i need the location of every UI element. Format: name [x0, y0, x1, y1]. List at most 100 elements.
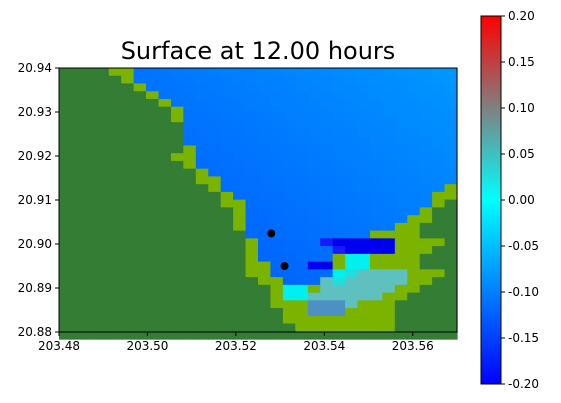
heatmap-cell	[332, 222, 346, 232]
heatmap-cell	[258, 191, 272, 201]
heatmap-cell	[419, 145, 433, 154]
heatmap-cell	[245, 153, 259, 162]
heatmap-cell	[133, 207, 147, 216]
heatmap-cell	[146, 207, 160, 216]
heatmap-cell	[258, 176, 272, 185]
heatmap-cell	[108, 269, 122, 278]
x-tick-label: 203.52	[215, 339, 257, 353]
heatmap-cell	[170, 292, 184, 301]
heatmap-cell	[59, 308, 73, 317]
heatmap-cell	[295, 98, 309, 108]
heatmap-cell	[195, 191, 209, 201]
heatmap-cell	[307, 207, 321, 216]
heatmap-cell	[108, 145, 122, 154]
heatmap-cell	[407, 83, 421, 92]
heatmap-cell	[183, 98, 197, 108]
heatmap-cell	[270, 122, 284, 131]
heatmap-cell	[345, 191, 359, 201]
heatmap-cell	[146, 68, 160, 77]
heatmap-cell	[133, 98, 147, 108]
heatmap-cell	[295, 331, 309, 340]
heatmap-cell	[432, 269, 446, 278]
heatmap-cell	[233, 292, 247, 301]
heatmap-cell	[407, 222, 421, 232]
heatmap-cell	[146, 300, 160, 309]
heatmap-cell	[121, 323, 135, 332]
heatmap-cell	[419, 284, 433, 294]
heatmap-cell	[83, 292, 97, 301]
heatmap-cell	[183, 323, 197, 332]
heatmap-cell	[295, 176, 309, 185]
heatmap-cell	[382, 129, 396, 139]
heatmap-cell	[146, 122, 160, 131]
heatmap-cell	[307, 222, 321, 232]
heatmap-cell	[71, 122, 85, 131]
heatmap-cell	[183, 207, 197, 216]
heatmap-cell	[320, 269, 334, 278]
heatmap-cell	[83, 168, 97, 178]
heatmap-cell	[158, 284, 172, 294]
heatmap-cell	[59, 269, 73, 278]
heatmap-cell	[419, 129, 433, 139]
heatmap-cell	[295, 91, 309, 100]
heatmap-cell	[345, 207, 359, 216]
heatmap-cell	[183, 153, 197, 162]
heatmap-cell	[307, 191, 321, 201]
heatmap-cell	[233, 106, 247, 116]
heatmap-cell	[320, 191, 334, 201]
heatmap-cell	[444, 284, 458, 294]
heatmap-cell	[220, 238, 234, 247]
heatmap-cell	[233, 331, 247, 340]
heatmap-cell	[183, 106, 197, 116]
heatmap-cell	[133, 122, 147, 131]
heatmap-cell	[407, 191, 421, 201]
x-tick-label: 203.54	[303, 339, 345, 353]
heatmap-cell	[146, 331, 160, 340]
colorbar-tick-label: 0.10	[508, 101, 535, 115]
heatmap-cell	[382, 269, 396, 278]
heatmap-cell	[357, 292, 371, 301]
heatmap-cell	[332, 331, 346, 340]
heatmap-cell	[121, 91, 135, 100]
heatmap-cell	[369, 68, 383, 77]
heatmap-cell	[71, 315, 85, 325]
heatmap-cell	[407, 98, 421, 108]
heatmap-cell	[307, 153, 321, 162]
heatmap-cell	[133, 331, 147, 340]
heatmap-cell	[59, 114, 73, 123]
heatmap-cell	[332, 137, 346, 147]
heatmap-cell	[320, 75, 334, 85]
heatmap-cell	[195, 106, 209, 116]
heatmap-cell	[258, 83, 272, 92]
heatmap-cell	[320, 98, 334, 108]
y-tick-label: 20.89	[18, 281, 52, 295]
heatmap-cell	[146, 246, 160, 255]
heatmap-cell	[419, 300, 433, 309]
heatmap-cell	[59, 68, 73, 77]
heatmap-cell	[121, 199, 135, 208]
heatmap-cell	[59, 292, 73, 301]
heatmap-cell	[108, 246, 122, 255]
heatmap-cell	[270, 238, 284, 247]
heatmap-cell	[394, 222, 408, 232]
heatmap-cell	[282, 191, 296, 201]
heatmap-cell	[158, 238, 172, 247]
heatmap-cell	[270, 308, 284, 317]
heatmap-cell	[71, 184, 85, 193]
heatmap-cell	[158, 300, 172, 309]
heatmap-cell	[432, 153, 446, 162]
heatmap-cell	[108, 91, 122, 100]
heatmap-cell	[183, 168, 197, 178]
heatmap-cell	[158, 137, 172, 147]
heatmap-cell	[382, 253, 396, 263]
heatmap-cell	[307, 98, 321, 108]
heatmap-cell	[170, 269, 184, 278]
heatmap-cell	[121, 292, 135, 301]
heatmap-cell	[133, 145, 147, 154]
heatmap-cell	[307, 91, 321, 100]
heatmap-cell	[332, 168, 346, 178]
heatmap-cell	[295, 122, 309, 131]
heatmap-cell	[320, 300, 334, 309]
heatmap-cell	[270, 222, 284, 232]
heatmap-cell	[83, 207, 97, 216]
